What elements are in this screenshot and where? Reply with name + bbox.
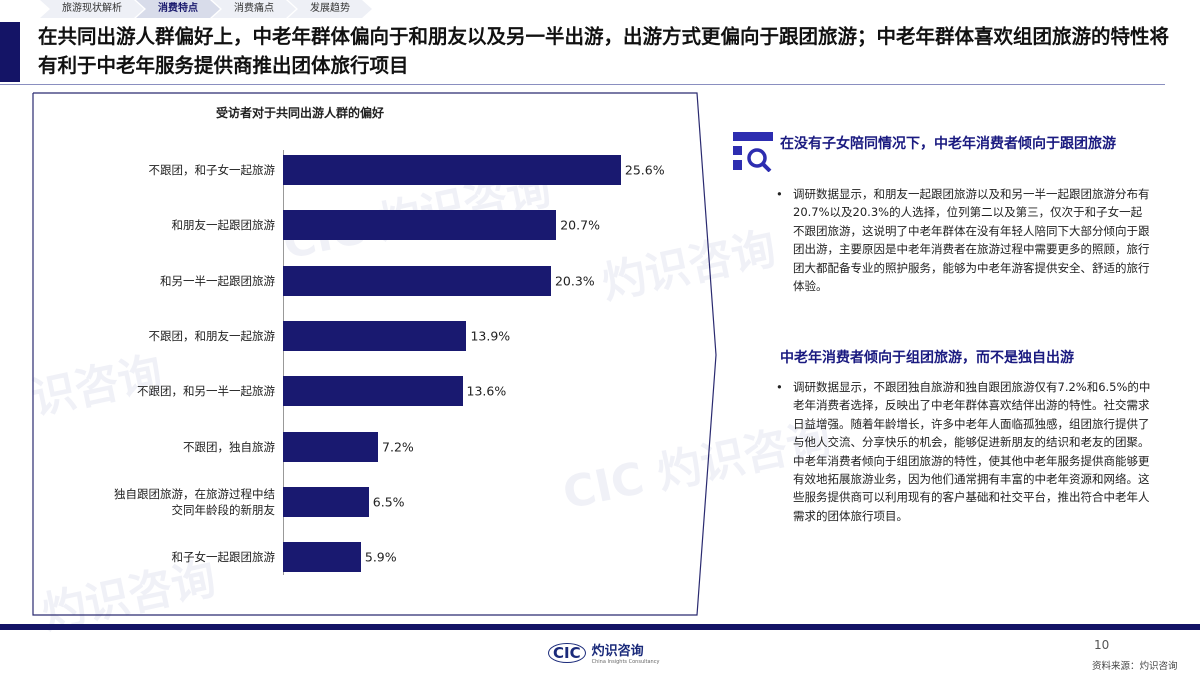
tab-0[interactable]: 旅游现状解析: [40, 0, 144, 18]
y-axis: [283, 150, 284, 575]
data-label: 25.6%: [624, 162, 665, 178]
tab-1[interactable]: 消费特点: [136, 0, 220, 18]
section-tabs: 旅游现状解析 消费特点 消费痛点 发展趋势: [40, 0, 364, 18]
data-label: 13.9%: [470, 328, 511, 344]
logo-english: China Insights Consultancy: [591, 659, 660, 665]
logo-abbr: CIC: [548, 642, 586, 663]
search-report-icon: [733, 132, 773, 172]
bar: [283, 542, 361, 573]
tab-2[interactable]: 消费痛点: [212, 0, 296, 18]
category-label: 和朋友一起跟团旅游: [171, 218, 276, 233]
insight-body-1: 调研数据显示，和朋友一起跟团旅游以及和另一半一起跟团旅游分布有20.7%以及20…: [776, 185, 1153, 295]
category-label: 不跟团，独自旅游: [183, 439, 275, 454]
insight-body-2: 调研数据显示，不跟团独自旅游和独自跟团旅游仅有7.2%和6.5%的中老年消费者选…: [776, 378, 1153, 525]
bar: [283, 155, 621, 185]
footer-bar: [0, 624, 1200, 630]
data-label: 20.7%: [560, 217, 600, 233]
category-label: 不跟团，和朋友一起旅游: [148, 328, 276, 343]
insight-heading-2: 中老年消费者倾向于组团旅游，而不是独自出游: [780, 350, 1074, 366]
data-label: 7.2%: [382, 439, 414, 454]
chart-title: 受访者对于共同出游人群的偏好: [215, 106, 384, 120]
bar: [283, 265, 551, 296]
page-number: 10: [1094, 638, 1110, 652]
bar: [283, 486, 369, 517]
logo-name: 灼识咨询: [591, 644, 644, 659]
page-title: 在共同出游人群偏好上，中老年群体偏向于和朋友以及另一半出游，出游方式更偏向于跟团…: [38, 25, 1170, 77]
bar: [283, 431, 379, 462]
category-label: 独自跟团旅游，在旅游过程中结交同年龄段的新朋友: [114, 486, 275, 517]
data-label: 6.5%: [372, 494, 405, 510]
bar: [283, 210, 557, 241]
title-accent-bar: [0, 22, 20, 82]
data-label: 5.9%: [364, 549, 397, 565]
chart-frame: [32, 92, 717, 616]
category-label: 不跟团，和子女一起旅游: [148, 163, 276, 177]
category-label: 不跟团，和另一半一起旅游: [137, 384, 275, 399]
source-note: 资料来源：灼识咨询: [1092, 661, 1178, 672]
category-label: 和子女一起跟团旅游: [171, 550, 276, 565]
data-label: 13.6%: [466, 383, 507, 399]
insight-heading-1: 在没有子女陪同情况下，中老年消费者倾向于跟团旅游: [780, 136, 1116, 152]
data-label: 20.3%: [554, 273, 595, 289]
tab-3[interactable]: 发展趋势: [288, 0, 372, 18]
category-label: 和另一半一起跟团旅游: [160, 273, 275, 288]
bar: [283, 376, 463, 407]
title-divider: [0, 84, 1165, 85]
bar: [283, 320, 467, 351]
company-logo: CIC 灼识咨询 China Insights Consultancy: [548, 640, 659, 665]
